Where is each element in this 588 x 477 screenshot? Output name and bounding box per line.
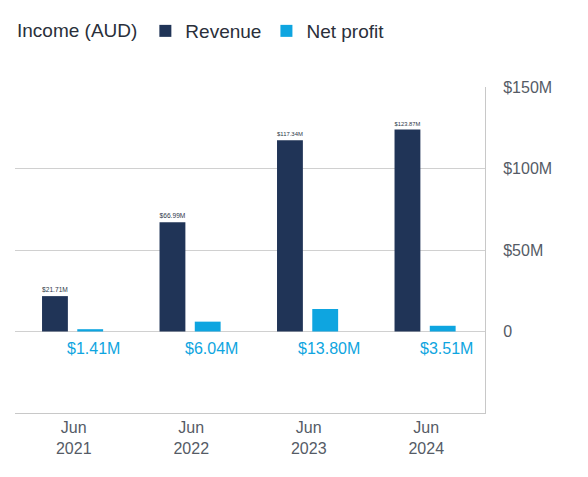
svg-text:Jun2021: Jun2021 xyxy=(56,419,92,457)
svg-text:$117.34M: $117.34M xyxy=(277,131,303,137)
svg-text:$66.99M: $66.99M xyxy=(160,212,186,219)
svg-text:Jun2024: Jun2024 xyxy=(408,419,444,457)
svg-text:$6.04M: $6.04M xyxy=(185,340,238,357)
svg-text:Net profit: Net profit xyxy=(306,21,384,42)
svg-text:$21.71M: $21.71M xyxy=(42,286,68,293)
svg-text:$100M: $100M xyxy=(503,160,552,177)
svg-text:$3.51M: $3.51M xyxy=(420,340,473,357)
svg-text:$50M: $50M xyxy=(503,242,543,259)
svg-text:Jun2022: Jun2022 xyxy=(173,419,209,457)
svg-text:Revenue: Revenue xyxy=(185,21,261,42)
svg-text:Income (AUD): Income (AUD) xyxy=(17,20,137,41)
svg-text:Jun2023: Jun2023 xyxy=(291,419,327,457)
svg-text:$123.87M: $123.87M xyxy=(395,121,421,127)
svg-text:$13.80M: $13.80M xyxy=(298,340,360,357)
svg-text:$150M: $150M xyxy=(503,79,552,96)
svg-text:$1.41M: $1.41M xyxy=(67,340,120,357)
svg-text:0: 0 xyxy=(503,323,512,340)
